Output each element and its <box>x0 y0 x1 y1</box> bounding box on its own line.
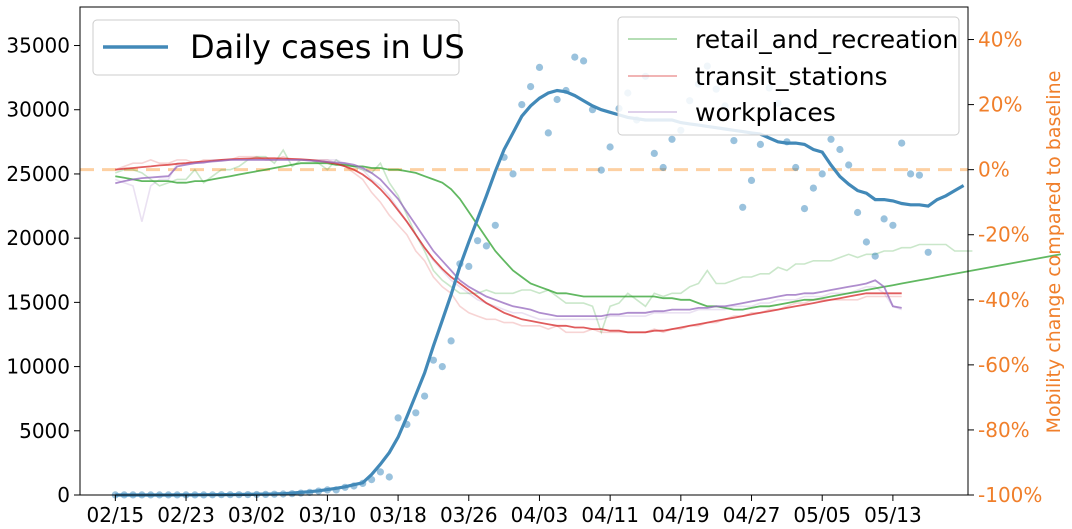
cases-point <box>809 184 818 192</box>
cases-point <box>880 215 888 223</box>
cases-point <box>862 238 871 246</box>
cases-point <box>394 414 402 422</box>
cases-point <box>871 252 879 260</box>
plot-frame <box>79 6 969 496</box>
bottom-tick-label: 04/19 <box>652 503 710 527</box>
cases-point <box>836 145 844 154</box>
cases-point <box>907 170 915 178</box>
bottom-tick-label: 03/26 <box>440 503 498 527</box>
left-tick-label: 5000 <box>19 419 70 443</box>
bottom-tick-label: 04/03 <box>511 503 569 527</box>
bottom-tick-label: 03/10 <box>299 503 357 527</box>
cases-point <box>465 262 473 270</box>
cases-point <box>571 53 579 61</box>
cases-point <box>747 176 756 184</box>
cases-point <box>482 242 490 250</box>
right-tick-label: -100% <box>978 483 1042 507</box>
cases-point <box>650 149 658 157</box>
series-raw-transit_stations <box>115 155 902 334</box>
cases-point <box>756 140 765 148</box>
cases-point <box>580 57 588 65</box>
cases-point <box>889 221 897 229</box>
legend-transit-label: transit_stations <box>695 62 888 91</box>
right-tick-label: -20% <box>978 223 1030 247</box>
bottom-tick-label: 03/02 <box>228 503 286 527</box>
cases-point <box>474 237 482 245</box>
cases-point <box>800 205 809 213</box>
left-tick-label: 15000 <box>6 290 70 314</box>
legend-cases-label: Daily cases in US <box>190 28 465 66</box>
cases-point <box>491 221 499 229</box>
cases-point <box>447 337 455 345</box>
cases-point <box>898 139 906 147</box>
left-tick-label: 0 <box>57 483 70 507</box>
cases-point <box>845 161 853 169</box>
right-tick-label: -40% <box>978 288 1030 312</box>
right-tick-label: 0% <box>978 158 1010 182</box>
cases-point <box>429 356 437 364</box>
cases-point <box>606 143 614 151</box>
cases-point <box>739 203 747 211</box>
cases-point <box>376 468 384 476</box>
bottom-tick-label: 05/05 <box>793 503 851 527</box>
cases-point <box>421 392 429 400</box>
bottom-tick-label: 02/15 <box>87 503 145 527</box>
cases-point <box>915 171 924 179</box>
bottom-tick-label: 02/23 <box>157 503 215 527</box>
cases-point <box>792 163 800 172</box>
cases-point <box>544 129 552 137</box>
bottom-axis: 02/15 02/23 03/02 03/10 03/18 03/26 04/03 04/11… <box>87 495 922 527</box>
cases-point <box>412 409 420 417</box>
cases-avg-line <box>115 88 965 497</box>
left-tick-label: 30000 <box>6 98 70 122</box>
series-smooth-transit_stations <box>115 157 902 334</box>
right-tick-label: 20% <box>978 93 1022 117</box>
legend-mobility: retail_and_recreation transit_stations w… <box>617 16 960 136</box>
right-tick-label: -60% <box>978 353 1030 377</box>
bottom-tick-label: 05/13 <box>864 503 922 527</box>
right-tick-label: -80% <box>978 418 1030 442</box>
cases-point <box>509 170 517 178</box>
cases-point <box>730 137 738 145</box>
legend-retail-label: retail_and_recreation <box>695 25 958 54</box>
cases-point <box>924 248 932 256</box>
legend-workplaces-label: workplaces <box>695 98 836 127</box>
series-smooth-workplaces <box>115 158 902 318</box>
cases-point <box>668 135 676 143</box>
cases-point <box>385 473 393 481</box>
bottom-tick-label: 03/18 <box>369 503 427 527</box>
cases-point <box>827 135 835 143</box>
cases-point <box>818 170 826 178</box>
series-smooth-retail_and_recreation <box>115 162 1061 311</box>
cases-point <box>527 83 535 91</box>
legend-cases: Daily cases in US <box>92 19 465 76</box>
bottom-tick-label: 04/11 <box>581 503 639 527</box>
left-axis: 0 5000 10000 15000 20000 25000 30000 35000 <box>6 34 80 507</box>
cases-point <box>438 363 446 371</box>
cases-point <box>659 163 667 172</box>
right-tick-label: 40% <box>978 28 1022 52</box>
left-tick-label: 10000 <box>6 355 70 379</box>
left-tick-label: 25000 <box>6 162 70 186</box>
cases-point <box>535 63 544 71</box>
right-axis: -100% -80% -60% -40% -20% 0% 20% 40% <box>968 28 1042 507</box>
left-tick-label: 20000 <box>6 226 70 250</box>
bottom-tick-label: 04/27 <box>723 503 781 527</box>
left-tick-label: 35000 <box>6 34 70 58</box>
cases-point <box>553 95 561 104</box>
cases-point <box>518 101 526 109</box>
cases-point <box>854 208 862 217</box>
cases-line-layer <box>115 88 965 497</box>
cases-point <box>597 166 605 174</box>
mobility-smooth-layer <box>115 157 1061 334</box>
series-raw-retail_and_recreation <box>115 148 973 335</box>
mobility-raw-layer <box>115 148 973 335</box>
right-axis-label: Mobility change compared to baseline <box>1043 71 1065 434</box>
